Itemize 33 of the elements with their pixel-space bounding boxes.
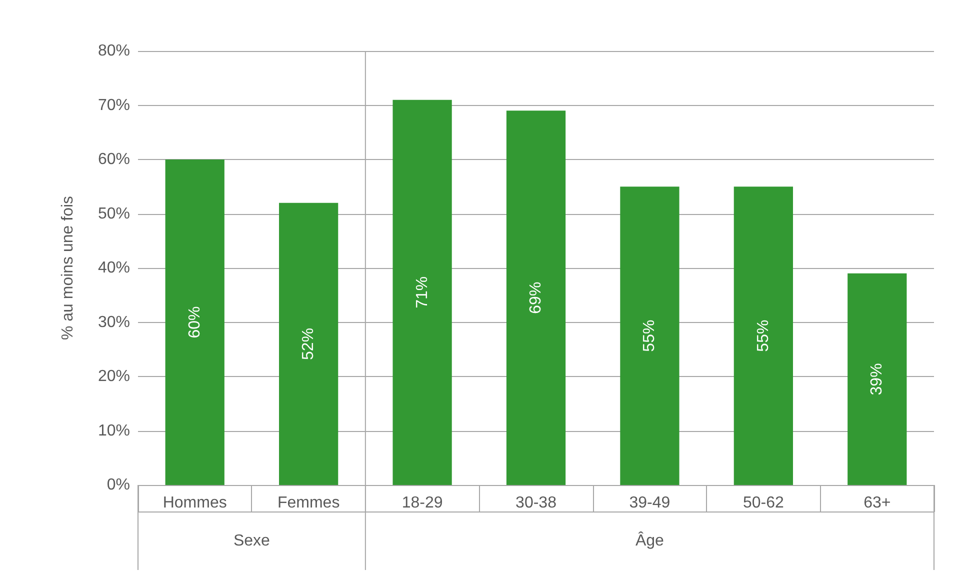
y-tick-label: 20% xyxy=(98,368,130,385)
x-tick-label: 63+ xyxy=(864,494,891,512)
x-tick-label: Hommes xyxy=(162,494,227,512)
y-tick-label: 70% xyxy=(98,96,130,114)
bar xyxy=(848,273,907,485)
bar xyxy=(506,110,566,485)
x-tick-label: 18-29 xyxy=(402,494,443,512)
y-tick-label: 40% xyxy=(98,260,130,276)
data-label: 52% xyxy=(300,328,318,360)
y-tick-label: 0% xyxy=(106,476,130,494)
y-tick-label: 10% xyxy=(98,422,130,440)
y-tick-label: 60% xyxy=(98,151,130,168)
y-tick-label: 50% xyxy=(98,205,130,222)
data-label: 71% xyxy=(414,276,431,308)
y-tick-label: 30% xyxy=(98,314,130,331)
y-tick-label: 80% xyxy=(98,42,130,60)
y-axis-title: % au moins une fois xyxy=(60,196,76,340)
x-tick-label: 39-49 xyxy=(629,494,670,512)
bar xyxy=(165,160,224,485)
bar xyxy=(734,186,793,485)
data-label: 60% xyxy=(186,306,204,338)
text: Âge xyxy=(635,532,664,550)
bar xyxy=(279,202,338,485)
x-tick-label: Femmes xyxy=(277,494,340,512)
x-tick-label: 50-62 xyxy=(742,494,784,512)
data-label: 39% xyxy=(868,363,886,396)
data-label: 55% xyxy=(641,320,658,352)
x-tick-label: 30-38 xyxy=(516,494,557,512)
text: Sexe xyxy=(233,532,270,550)
bar xyxy=(620,186,680,485)
bar xyxy=(392,100,452,485)
data-label: 69% xyxy=(528,282,544,314)
data-label: 55% xyxy=(754,320,772,352)
